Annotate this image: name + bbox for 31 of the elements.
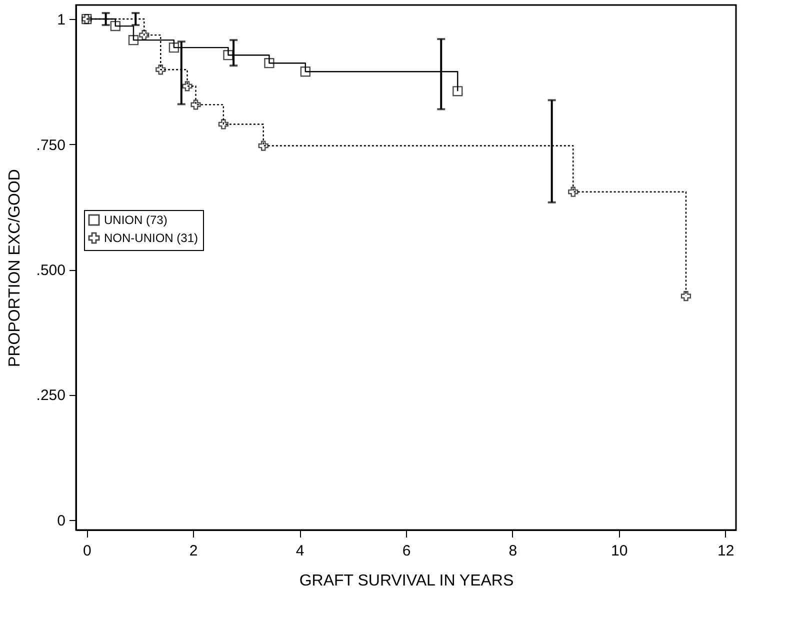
point [128, 34, 139, 46]
legend-label: UNION (73) [104, 213, 168, 227]
x-tick-label: 4 [296, 542, 304, 560]
point [190, 100, 201, 110]
point [568, 186, 578, 197]
point [168, 42, 180, 53]
x-tick-label: 12 [718, 542, 734, 560]
y-tick-label: .250 [36, 387, 66, 404]
x-tick-label: 8 [508, 542, 518, 560]
point [110, 20, 120, 32]
x-tick-label: 2 [189, 542, 198, 560]
point [139, 30, 150, 40]
point [218, 119, 229, 130]
x-axis-title: GRAFT SURVIVAL IN YEARS [299, 572, 514, 590]
point [452, 86, 463, 96]
legend-label: NON-UNION (31) [104, 231, 198, 245]
point [680, 290, 692, 302]
x-tick-label: 0 [82, 542, 92, 560]
point [156, 64, 166, 75]
y-tick-label: .750 [36, 136, 66, 154]
point [300, 66, 310, 77]
y-tick-label: .500 [36, 262, 66, 280]
y-tick-label: 1 [57, 12, 66, 29]
y-tick-label: 0 [57, 512, 66, 530]
point [264, 58, 274, 68]
x-tick-label: 10 [611, 542, 628, 560]
point [223, 50, 234, 60]
x-tick-label: 6 [402, 542, 411, 560]
point [258, 140, 268, 151]
y-axis-title: PROPORTION EXC/GOOD [6, 169, 24, 367]
point [182, 81, 192, 92]
